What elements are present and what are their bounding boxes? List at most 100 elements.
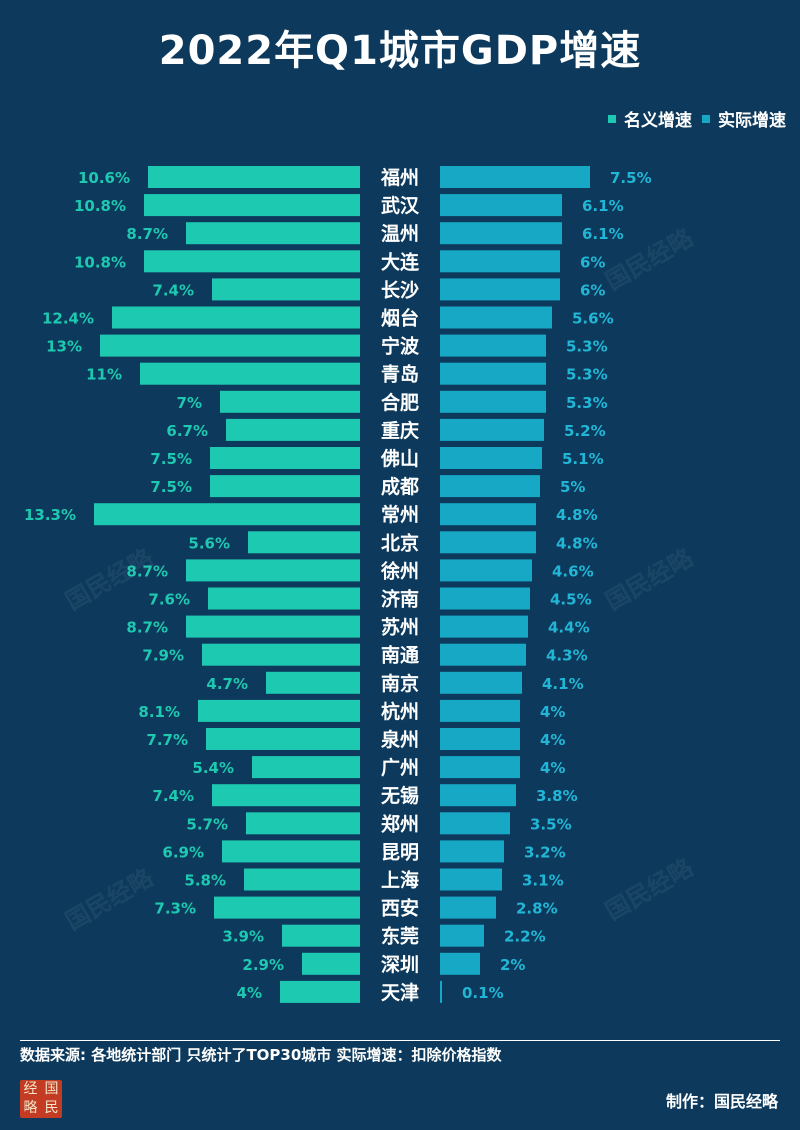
city-label: 徐州 bbox=[380, 559, 419, 582]
nominal-bar bbox=[220, 390, 360, 413]
city-label: 烟台 bbox=[381, 307, 419, 330]
nominal-bar bbox=[94, 503, 360, 526]
nominal-value-label: 10.8% bbox=[74, 197, 126, 215]
city-label: 北京 bbox=[381, 531, 419, 554]
city-label: 无锡 bbox=[381, 784, 419, 807]
real-value-label: 4.8% bbox=[556, 506, 598, 524]
real-value-label: 6.1% bbox=[582, 197, 624, 215]
real-value-label: 6.1% bbox=[582, 225, 624, 243]
city-label: 成都 bbox=[381, 475, 419, 498]
real-value-label: 6% bbox=[580, 281, 605, 299]
real-bar bbox=[440, 924, 484, 947]
nominal-bar bbox=[144, 250, 360, 273]
city-label: 昆明 bbox=[381, 841, 419, 863]
logo-char-4: 民 bbox=[44, 1100, 59, 1116]
real-bar bbox=[440, 166, 590, 188]
real-bar bbox=[440, 531, 536, 554]
nominal-value-label: 13.3% bbox=[24, 506, 76, 524]
real-bar bbox=[440, 475, 540, 498]
real-bar bbox=[440, 390, 546, 413]
butterfly-bar-chart: 10.6% 福州 7.5% 10.8% 武汉 6.1% 8.7% 温州 6.1% 10.8% 大连 6… bbox=[24, 166, 652, 1004]
real-bar bbox=[440, 952, 480, 975]
real-value-label: 4.6% bbox=[552, 562, 594, 580]
city-label: 长沙 bbox=[381, 279, 419, 301]
nominal-bar bbox=[112, 306, 360, 329]
nominal-value-label: 10.8% bbox=[74, 253, 126, 271]
real-bar bbox=[440, 756, 520, 779]
real-value-label: 4% bbox=[540, 703, 565, 721]
nominal-bar bbox=[212, 278, 360, 301]
nominal-value-label: 11% bbox=[86, 366, 122, 384]
real-bar bbox=[440, 980, 442, 1003]
nominal-bar bbox=[302, 952, 360, 975]
nominal-bar bbox=[100, 334, 360, 357]
real-value-label: 3.5% bbox=[530, 815, 572, 833]
real-bar bbox=[440, 334, 546, 357]
nominal-value-label: 3.9% bbox=[222, 928, 264, 946]
city-label: 苏州 bbox=[381, 616, 419, 639]
real-value-label: 4% bbox=[540, 759, 565, 777]
real-bar bbox=[440, 194, 562, 217]
nominal-value-label: 8.7% bbox=[126, 225, 168, 243]
city-label: 泉州 bbox=[380, 728, 419, 751]
nominal-bar bbox=[226, 418, 360, 441]
city-label: 温州 bbox=[381, 223, 419, 245]
nominal-value-label: 7.6% bbox=[148, 591, 190, 609]
real-bar bbox=[440, 784, 516, 807]
real-value-label: 2.8% bbox=[516, 900, 558, 918]
nominal-bar bbox=[148, 166, 360, 188]
city-label: 重庆 bbox=[381, 419, 419, 442]
legend-label-nominal: 名义增速 bbox=[624, 111, 692, 131]
nominal-bar bbox=[144, 194, 360, 217]
city-label: 广州 bbox=[381, 756, 419, 779]
real-bar bbox=[440, 699, 520, 722]
city-label: 大连 bbox=[381, 250, 420, 273]
city-label: 武汉 bbox=[381, 195, 420, 217]
real-bar bbox=[440, 418, 544, 441]
real-bar bbox=[440, 559, 532, 582]
real-value-label: 3.8% bbox=[536, 787, 578, 805]
nominal-value-label: 12.4% bbox=[42, 310, 94, 328]
nominal-value-label: 5.4% bbox=[192, 759, 234, 777]
real-bar bbox=[440, 278, 560, 301]
city-label: 东莞 bbox=[381, 925, 419, 948]
city-label: 福州 bbox=[380, 166, 419, 189]
nominal-bar bbox=[210, 475, 360, 498]
city-label: 南京 bbox=[381, 672, 419, 695]
nominal-bar bbox=[282, 924, 360, 947]
real-value-label: 5.6% bbox=[572, 310, 614, 328]
real-value-label: 5% bbox=[560, 478, 585, 496]
nominal-value-label: 4.7% bbox=[206, 675, 248, 693]
nominal-bar bbox=[248, 531, 360, 554]
real-value-label: 3.2% bbox=[524, 843, 566, 861]
real-value-label: 5.3% bbox=[566, 338, 608, 356]
real-value-label: 4.5% bbox=[550, 591, 592, 609]
nominal-value-label: 7.5% bbox=[150, 450, 192, 468]
real-value-label: 5.2% bbox=[564, 422, 606, 440]
real-value-label: 4.8% bbox=[556, 534, 598, 552]
city-label: 南通 bbox=[381, 645, 420, 667]
nominal-bar bbox=[244, 868, 360, 891]
nominal-bar bbox=[186, 615, 360, 638]
legend-item-real: 实际增速 bbox=[702, 106, 786, 131]
real-value-label: 3.1% bbox=[522, 872, 564, 890]
nominal-value-label: 7.4% bbox=[152, 787, 194, 805]
real-bar bbox=[440, 671, 522, 694]
city-label: 青岛 bbox=[381, 363, 419, 386]
nominal-bar bbox=[198, 699, 360, 722]
nominal-bar bbox=[280, 980, 360, 1003]
city-label: 宁波 bbox=[381, 335, 420, 358]
nominal-bar bbox=[252, 756, 360, 779]
real-bar bbox=[440, 728, 520, 750]
footer-divider bbox=[20, 1040, 780, 1041]
real-bar bbox=[440, 306, 552, 329]
nominal-bar bbox=[214, 896, 360, 919]
real-bar bbox=[440, 840, 504, 863]
nominal-bar bbox=[208, 587, 360, 610]
legend: 名义增速 实际增速 bbox=[598, 106, 786, 131]
city-label: 常州 bbox=[381, 503, 419, 526]
nominal-value-label: 8.1% bbox=[138, 703, 180, 721]
city-label: 天津 bbox=[381, 981, 419, 1004]
nominal-value-label: 5.7% bbox=[186, 815, 228, 833]
nominal-bar bbox=[206, 728, 360, 750]
